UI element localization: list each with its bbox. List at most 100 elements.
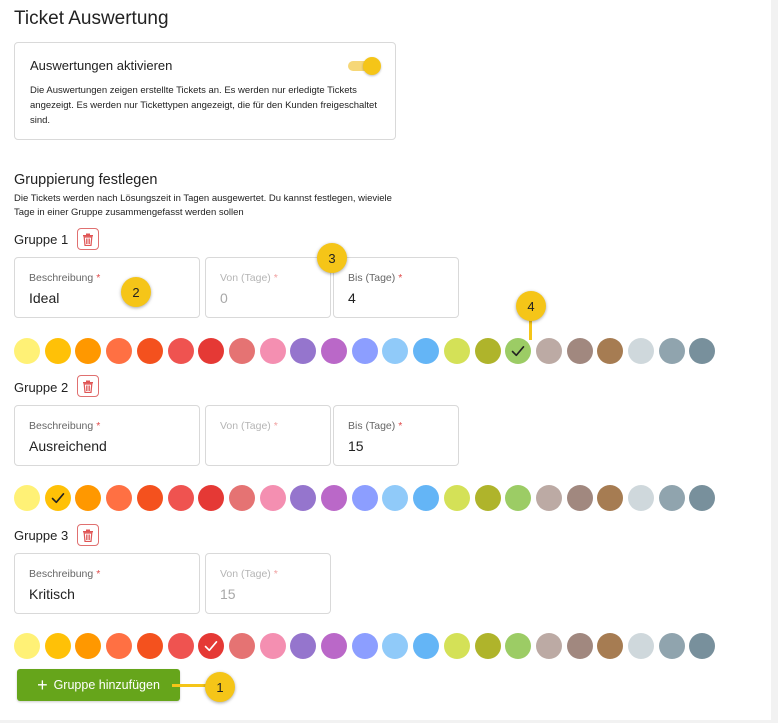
color-swatch[interactable] [382, 338, 409, 364]
color-swatch[interactable] [321, 485, 347, 511]
plus-icon: + [37, 675, 48, 695]
color-swatch[interactable] [228, 338, 255, 364]
color-swatch[interactable] [44, 633, 71, 659]
color-swatch[interactable] [136, 633, 163, 659]
color-swatch[interactable] [106, 485, 133, 511]
color-swatch[interactable] [106, 633, 133, 659]
color-swatch[interactable] [566, 338, 593, 364]
color-swatch[interactable] [535, 633, 562, 659]
color-swatch[interactable] [628, 485, 654, 511]
color-swatch[interactable] [443, 338, 470, 364]
marker-3: 3 [317, 243, 347, 273]
color-swatch[interactable] [566, 633, 593, 659]
color-swatch[interactable] [290, 485, 317, 511]
color-swatch[interactable] [351, 338, 378, 364]
required-mark: * [398, 420, 403, 432]
color-swatch[interactable] [167, 338, 194, 364]
color-swatch[interactable] [290, 633, 317, 659]
color-swatch[interactable] [228, 485, 255, 511]
group-3-description-field[interactable]: Beschreibung * Kritisch [14, 553, 200, 614]
color-swatch[interactable] [689, 338, 716, 364]
color-swatch[interactable] [535, 338, 562, 364]
color-swatch[interactable] [443, 485, 470, 511]
color-swatch[interactable] [136, 338, 163, 364]
group-3-delete-button[interactable] [77, 524, 99, 546]
required-mark: * [96, 420, 101, 432]
color-swatch[interactable] [75, 633, 102, 659]
color-swatch[interactable] [75, 485, 102, 511]
color-swatch[interactable] [474, 338, 501, 364]
color-swatch[interactable] [628, 633, 654, 659]
color-swatch[interactable] [689, 633, 716, 659]
color-swatch[interactable] [474, 633, 501, 659]
color-swatch[interactable] [535, 485, 562, 511]
color-swatch[interactable] [382, 633, 409, 659]
color-swatch[interactable] [413, 485, 440, 511]
group-2-color-palette [14, 485, 736, 511]
activation-label: Auswertungen aktivieren [30, 58, 173, 73]
required-mark: * [273, 568, 278, 580]
group-1-description-field[interactable]: Beschreibung * Ideal [14, 257, 200, 318]
group-2-to-field[interactable]: Bis (Tage) * 15 [333, 405, 459, 466]
group-2-delete-button[interactable] [77, 375, 99, 397]
group-2-description-field[interactable]: Beschreibung * Ausreichend [14, 405, 200, 466]
color-swatch[interactable] [259, 338, 286, 364]
color-swatch[interactable] [658, 338, 685, 364]
group-2-to-value: 15 [348, 438, 364, 454]
color-swatch[interactable] [198, 485, 225, 511]
color-swatch[interactable] [658, 633, 685, 659]
toggle-knob [363, 57, 381, 75]
color-swatch[interactable] [382, 485, 409, 511]
color-swatch[interactable] [597, 633, 624, 659]
color-swatch[interactable] [14, 485, 40, 511]
color-swatch[interactable] [290, 338, 317, 364]
trash-icon [83, 233, 93, 246]
color-swatch[interactable] [413, 338, 440, 364]
color-swatch[interactable] [566, 485, 593, 511]
color-swatch[interactable] [443, 633, 470, 659]
color-swatch[interactable] [167, 485, 194, 511]
group-3-from-value: 15 [220, 586, 236, 602]
group-1-to-field[interactable]: Bis (Tage) * 4 [333, 257, 459, 318]
color-swatch[interactable] [198, 338, 225, 364]
color-swatch[interactable] [658, 485, 685, 511]
color-swatch[interactable] [321, 633, 347, 659]
color-swatch[interactable] [351, 633, 378, 659]
group-3-description-label: Beschreibung [29, 568, 94, 580]
color-swatch[interactable] [259, 485, 286, 511]
color-swatch[interactable] [106, 338, 133, 364]
color-swatch[interactable] [413, 633, 440, 659]
group-3-from-field: Von (Tage) * 15 [205, 553, 331, 614]
group-1-delete-button[interactable] [77, 228, 99, 250]
color-swatch[interactable] [474, 485, 501, 511]
add-group-button[interactable]: + Gruppe hinzufügen [17, 669, 180, 701]
color-swatch[interactable] [505, 633, 532, 659]
marker-1: 1 [205, 672, 235, 702]
required-mark: * [96, 272, 101, 284]
trash-icon [83, 380, 93, 393]
color-swatch[interactable] [689, 485, 716, 511]
color-swatch[interactable] [14, 338, 40, 364]
color-swatch[interactable] [198, 633, 225, 659]
color-swatch[interactable] [44, 338, 71, 364]
color-swatch[interactable] [321, 338, 347, 364]
group-1-label: Gruppe 1 [14, 232, 69, 247]
color-swatch[interactable] [44, 485, 71, 511]
grouping-title: Gruppierung festlegen [14, 172, 158, 188]
color-swatch[interactable] [14, 633, 40, 659]
required-mark: * [273, 272, 278, 284]
activation-toggle[interactable] [348, 57, 381, 75]
color-swatch[interactable] [505, 338, 532, 364]
color-swatch[interactable] [136, 485, 163, 511]
required-mark: * [96, 568, 101, 580]
color-swatch[interactable] [351, 485, 378, 511]
color-swatch[interactable] [628, 338, 654, 364]
color-swatch[interactable] [597, 485, 624, 511]
color-swatch[interactable] [505, 485, 532, 511]
color-swatch[interactable] [167, 633, 194, 659]
group-1-to-value: 4 [348, 290, 356, 306]
color-swatch[interactable] [597, 338, 624, 364]
color-swatch[interactable] [228, 633, 255, 659]
color-swatch[interactable] [75, 338, 102, 364]
color-swatch[interactable] [259, 633, 286, 659]
